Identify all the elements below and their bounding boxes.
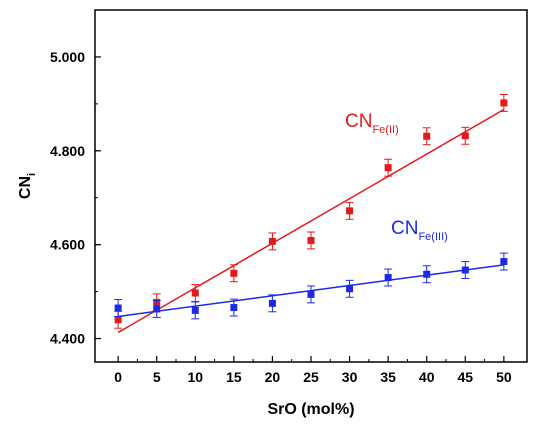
fit-line-0	[117, 108, 505, 334]
marker	[423, 132, 431, 140]
data-point-0-9	[461, 126, 470, 145]
series-label-fe3-main: CN	[391, 218, 418, 239]
data-point-1-0	[114, 299, 123, 317]
y-tick-label-2: 4.800	[50, 143, 85, 159]
series-label-fe2-sub: Fe(II)	[372, 124, 398, 136]
x-axis: 0 5 10 15 20 25 30 35 40 45 50	[114, 356, 512, 385]
data-point-1-4	[268, 294, 277, 313]
marker	[461, 266, 469, 274]
data-point-0-8	[422, 127, 431, 146]
series-label-fe2-main: CN	[345, 111, 372, 132]
data-point-1-3	[229, 298, 238, 317]
data-point-0-3	[229, 264, 238, 283]
data-points	[114, 93, 508, 329]
series-label-fe3: CNFe(III)	[391, 218, 448, 243]
y-tick-label-1: 4.600	[50, 237, 85, 253]
x-tick-label-8: 40	[419, 369, 435, 385]
y-axis-title-sub: i	[26, 173, 38, 176]
data-point-1-2	[191, 301, 200, 320]
x-tick-label-10: 50	[496, 369, 512, 385]
x-tick-label-4: 20	[265, 369, 281, 385]
x-tick-label-3: 15	[226, 369, 242, 385]
x-tick-label-2: 10	[187, 369, 203, 385]
data-point-1-5	[307, 285, 315, 304]
x-tick-label-9: 45	[457, 369, 473, 385]
data-point-0-7	[384, 158, 393, 177]
marker	[307, 290, 315, 298]
x-axis-title: SrO (mol%)	[267, 401, 354, 418]
marker	[461, 132, 469, 140]
marker	[346, 285, 354, 293]
marker	[384, 274, 392, 282]
marker	[191, 289, 199, 297]
marker	[114, 304, 122, 312]
y-axis-title-main: CN	[17, 176, 34, 199]
y-axis-title: CNi	[17, 173, 38, 199]
data-point-0-5	[307, 231, 315, 250]
x-tick-label-6: 30	[342, 369, 358, 385]
marker	[230, 269, 238, 277]
y-tick-label-0: 4.400	[50, 331, 85, 347]
data-point-0-10	[499, 93, 508, 112]
x-tick-label-0: 0	[114, 369, 122, 385]
data-point-0-6	[345, 201, 354, 220]
x-tick-label-5: 25	[303, 369, 319, 385]
data-point-1-10	[499, 252, 508, 271]
marker	[346, 207, 354, 215]
marker	[307, 236, 315, 244]
y-axis: 4.400 4.600 4.800 5.000	[50, 9, 101, 347]
data-point-1-1	[152, 300, 161, 318]
series-label-fe3-sub: Fe(III)	[418, 231, 447, 243]
svg-text:CNi: CNi	[17, 173, 38, 199]
marker	[114, 316, 122, 324]
data-point-0-4	[268, 232, 277, 251]
data-point-1-8	[422, 265, 431, 284]
marker	[230, 304, 238, 312]
marker	[191, 306, 199, 314]
x-tick-label-7: 35	[380, 369, 396, 385]
data-point-0-2	[191, 284, 200, 302]
marker	[268, 299, 276, 307]
marker	[268, 237, 276, 245]
series-label-fe2: CNFe(II)	[345, 111, 399, 136]
y-tick-label-3: 5.000	[50, 49, 85, 65]
x-tick-label-1: 5	[153, 369, 161, 385]
data-point-1-7	[384, 268, 393, 287]
marker	[384, 164, 392, 172]
marker	[500, 99, 508, 107]
data-point-1-9	[461, 261, 470, 279]
marker	[500, 258, 508, 266]
marker	[153, 305, 161, 313]
data-point-1-6	[345, 279, 354, 298]
marker	[423, 270, 431, 278]
